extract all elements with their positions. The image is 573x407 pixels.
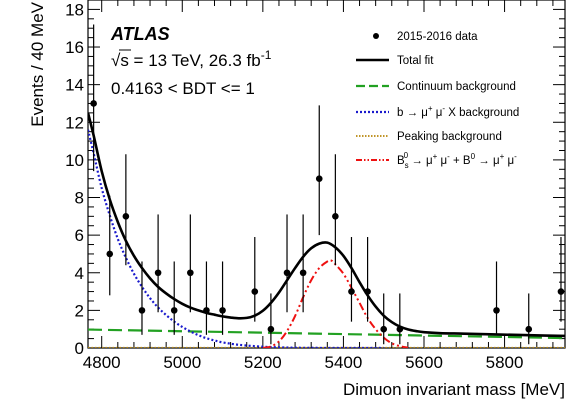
y-tick-label: 18 <box>65 0 84 19</box>
y-tick-label: 0 <box>75 339 84 358</box>
x-tick-label: 5400 <box>325 353 363 372</box>
data-point <box>493 307 500 314</box>
data-point <box>267 325 275 333</box>
y-tick-label: 14 <box>65 76 84 95</box>
y-tick-label: 16 <box>65 38 84 57</box>
data-point <box>283 269 291 277</box>
x-tick-label: 5000 <box>163 353 201 372</box>
y-tick-label: 8 <box>75 189 84 208</box>
data-point <box>106 250 114 258</box>
data-point <box>219 307 226 314</box>
y-tick-label: 12 <box>65 113 84 132</box>
energy-label: √s = 13 TeV, 26.3 fb <box>111 51 261 70</box>
legend-label-continuum: Continuum background <box>397 81 516 93</box>
legend-label-peaking: Peaking background <box>397 131 502 143</box>
data-points <box>90 100 565 333</box>
tick-labels: 4800 5000 5200 5400 5600 5800 0 2 4 6 8 10 12 14 16 18 <box>65 0 523 372</box>
data-point <box>332 213 339 220</box>
legend-marker-data <box>373 33 379 39</box>
data-point <box>251 288 259 295</box>
data-point <box>557 288 565 295</box>
x-axis-title: Dimuon invariant mass [MeV] <box>343 380 565 399</box>
data-point <box>90 100 97 107</box>
lumi-exponent: -1 <box>261 48 272 62</box>
y-axis-title: Events / 40 MeV <box>28 1 47 126</box>
data-point <box>187 269 194 277</box>
y-tick-label: 6 <box>75 226 84 245</box>
x-tick-label: 5600 <box>405 353 443 372</box>
legend-label-signal: Bs0 → μ+ μ- + B0 → μ+ μ- <box>397 151 517 170</box>
y-tick-label: 10 <box>65 151 84 170</box>
legend: 2015-2016 data Total fit Continuum backg… <box>356 31 519 170</box>
x-tick-label: 4800 <box>83 353 121 372</box>
x-tick-label: 5800 <box>486 353 524 372</box>
data-point <box>203 307 210 314</box>
y-tick-label: 4 <box>75 264 84 283</box>
legend-label-bmumux: b → μ+ μ- X background <box>397 104 519 119</box>
legend-label-data: 2015-2016 data <box>397 31 478 43</box>
error-bars <box>93 24 562 345</box>
data-point <box>396 325 404 333</box>
atlas-label: ATLAS <box>110 24 170 44</box>
data-point <box>154 269 162 277</box>
data-point <box>348 288 355 295</box>
data-point <box>315 175 323 183</box>
total-fit-curve <box>88 112 565 338</box>
b-mumu-x-background-curve <box>88 129 384 348</box>
x-tick-label: 5200 <box>244 353 282 372</box>
selection-label: 0.4163 < BDT <= 1 <box>111 79 255 98</box>
energy-lumi-label: √s = 13 TeV, 26.3 fb-1 <box>111 48 272 70</box>
data-point <box>364 288 371 295</box>
legend-label-total: Total fit <box>397 55 434 67</box>
data-point <box>380 325 388 333</box>
signal-curve <box>262 259 409 348</box>
y-tick-label: 2 <box>75 301 84 320</box>
data-point <box>122 213 130 220</box>
data-point <box>170 307 178 314</box>
axis-ticks <box>88 0 565 349</box>
data-point <box>138 307 146 314</box>
data-point <box>525 325 533 333</box>
data-point <box>299 269 307 277</box>
